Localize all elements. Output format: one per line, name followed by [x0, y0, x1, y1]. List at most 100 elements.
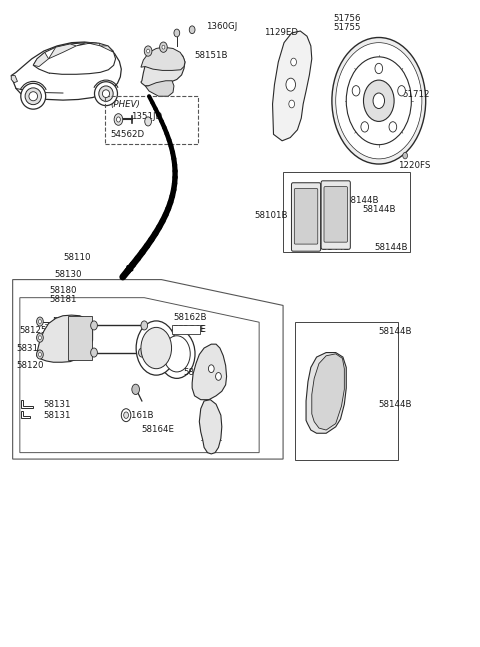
Circle shape: [361, 122, 369, 132]
Circle shape: [117, 117, 120, 122]
Polygon shape: [21, 400, 33, 408]
FancyBboxPatch shape: [324, 186, 348, 242]
Text: 1220FS: 1220FS: [398, 161, 430, 170]
Text: 1129ED: 1129ED: [264, 28, 298, 38]
Circle shape: [216, 373, 221, 380]
FancyBboxPatch shape: [294, 188, 318, 244]
Text: 58161B: 58161B: [120, 411, 154, 420]
Text: 58164E: 58164E: [173, 325, 206, 334]
Text: 58162B: 58162B: [173, 313, 206, 322]
Ellipse shape: [25, 88, 41, 105]
Text: 58180: 58180: [49, 286, 77, 295]
Circle shape: [189, 26, 195, 34]
Circle shape: [147, 49, 150, 53]
Polygon shape: [192, 344, 227, 400]
Circle shape: [375, 63, 383, 74]
Circle shape: [145, 117, 152, 126]
Circle shape: [158, 329, 195, 378]
Text: 58101B: 58101B: [254, 210, 288, 219]
Circle shape: [36, 333, 43, 342]
Circle shape: [144, 46, 152, 56]
Text: (PHEV): (PHEV): [111, 100, 141, 109]
Circle shape: [363, 80, 394, 122]
Polygon shape: [145, 81, 174, 96]
Circle shape: [114, 114, 123, 126]
Text: 58151B: 58151B: [194, 51, 228, 60]
Bar: [105, 96, 198, 144]
Text: 58120: 58120: [16, 361, 44, 370]
Circle shape: [38, 320, 41, 324]
Text: 58163B: 58163B: [52, 317, 86, 326]
Circle shape: [36, 350, 43, 359]
FancyBboxPatch shape: [321, 181, 350, 249]
Circle shape: [132, 384, 140, 395]
Circle shape: [163, 336, 190, 372]
Circle shape: [38, 353, 41, 356]
Text: 51755: 51755: [333, 23, 361, 32]
Circle shape: [91, 348, 97, 357]
Text: 58314: 58314: [16, 344, 44, 353]
Polygon shape: [312, 354, 344, 430]
Ellipse shape: [102, 90, 109, 98]
Polygon shape: [11, 76, 17, 83]
Circle shape: [208, 365, 214, 373]
Polygon shape: [48, 44, 76, 59]
Text: 58110: 58110: [63, 253, 90, 262]
FancyBboxPatch shape: [291, 182, 321, 251]
Circle shape: [162, 45, 165, 49]
Polygon shape: [20, 298, 259, 453]
Text: 58144B: 58144B: [362, 205, 396, 214]
Circle shape: [141, 327, 171, 369]
Text: 58164E: 58164E: [172, 325, 205, 334]
Polygon shape: [33, 43, 116, 74]
Circle shape: [124, 412, 129, 419]
Polygon shape: [273, 31, 312, 141]
Circle shape: [159, 42, 167, 52]
Text: 58112: 58112: [147, 344, 174, 353]
Circle shape: [332, 38, 426, 164]
Ellipse shape: [99, 86, 113, 102]
Circle shape: [289, 100, 295, 108]
Text: 54562D: 54562D: [111, 131, 145, 140]
Circle shape: [336, 43, 422, 159]
Circle shape: [38, 336, 41, 340]
Bar: [68, 316, 92, 360]
Polygon shape: [36, 315, 93, 362]
Text: 58130: 58130: [54, 270, 82, 279]
Text: 58144B: 58144B: [317, 243, 350, 252]
Circle shape: [139, 348, 145, 357]
Polygon shape: [141, 51, 185, 86]
Circle shape: [389, 122, 396, 132]
Text: 58125: 58125: [20, 326, 48, 335]
Text: 58164E: 58164E: [142, 425, 175, 434]
Circle shape: [174, 29, 180, 37]
Text: 58113: 58113: [161, 356, 189, 366]
Bar: [283, 172, 410, 252]
Circle shape: [136, 321, 176, 375]
Polygon shape: [12, 280, 283, 459]
Bar: [295, 322, 398, 461]
Text: 1351JD: 1351JD: [132, 112, 163, 121]
Circle shape: [141, 321, 148, 330]
Ellipse shape: [29, 92, 37, 101]
Ellipse shape: [21, 83, 46, 109]
Polygon shape: [21, 411, 30, 418]
Circle shape: [346, 57, 411, 145]
Polygon shape: [141, 47, 185, 71]
Circle shape: [291, 58, 297, 66]
Text: 51712: 51712: [403, 90, 430, 99]
Circle shape: [121, 409, 131, 422]
Circle shape: [36, 317, 43, 326]
Polygon shape: [306, 353, 346, 433]
Circle shape: [91, 321, 97, 330]
Text: 58131: 58131: [44, 411, 71, 420]
Circle shape: [286, 78, 296, 91]
Polygon shape: [100, 46, 114, 52]
Polygon shape: [11, 42, 121, 100]
Polygon shape: [76, 43, 100, 46]
Text: 58114A: 58114A: [183, 368, 217, 377]
Circle shape: [398, 85, 406, 96]
Text: 58144B: 58144B: [379, 327, 412, 336]
Circle shape: [352, 85, 360, 96]
Text: 1360GJ: 1360GJ: [206, 22, 238, 31]
